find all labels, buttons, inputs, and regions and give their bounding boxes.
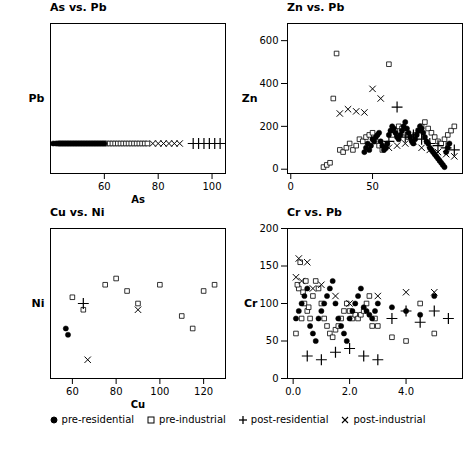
svg-text:80: 80 bbox=[110, 386, 123, 397]
svg-text:4.0: 4.0 bbox=[398, 386, 414, 397]
svg-text:Pb: Pb bbox=[29, 92, 45, 105]
svg-text:600: 600 bbox=[259, 35, 278, 46]
svg-text:0: 0 bbox=[288, 181, 294, 192]
svg-text:Cu: Cu bbox=[131, 399, 145, 410]
svg-text:2.0: 2.0 bbox=[342, 386, 358, 397]
svg-text:100: 100 bbox=[259, 298, 278, 309]
html-text:post-residential: post-residential bbox=[250, 414, 329, 425]
svg-text:100: 100 bbox=[150, 386, 169, 397]
svg-text:80: 80 bbox=[152, 181, 165, 192]
html-text:Zn vs. Pb: Zn vs. Pb bbox=[287, 1, 345, 14]
svg-text:0: 0 bbox=[272, 163, 278, 174]
svg-text:50: 50 bbox=[366, 181, 379, 192]
svg-text:200: 200 bbox=[259, 121, 278, 132]
svg-text:100: 100 bbox=[202, 181, 221, 192]
svg-text:60: 60 bbox=[98, 181, 111, 192]
svg-text:200: 200 bbox=[259, 223, 278, 234]
html-text:post-industrial: post-industrial bbox=[353, 414, 426, 425]
html-text:Cr vs. Pb: Cr vs. Pb bbox=[287, 206, 342, 219]
svg-text:150: 150 bbox=[259, 260, 278, 271]
html-text:Cu vs. Ni: Cu vs. Ni bbox=[50, 206, 105, 219]
svg-text:0: 0 bbox=[272, 373, 278, 384]
html-text:pre-industrial: pre-industrial bbox=[159, 414, 226, 425]
svg-text:As: As bbox=[131, 194, 145, 205]
svg-text:60: 60 bbox=[66, 386, 79, 397]
svg-text:0.0: 0.0 bbox=[285, 386, 301, 397]
html-text:As vs. Pb: As vs. Pb bbox=[50, 1, 107, 14]
svg-text:400: 400 bbox=[259, 78, 278, 89]
svg-text:50: 50 bbox=[266, 335, 279, 346]
svg-text:Ni: Ni bbox=[32, 297, 45, 310]
svg-text:120: 120 bbox=[194, 386, 213, 397]
html-text:pre-residential: pre-residential bbox=[61, 414, 135, 425]
svg-text:Cr: Cr bbox=[244, 297, 258, 310]
svg-text:Zn: Zn bbox=[242, 92, 258, 105]
